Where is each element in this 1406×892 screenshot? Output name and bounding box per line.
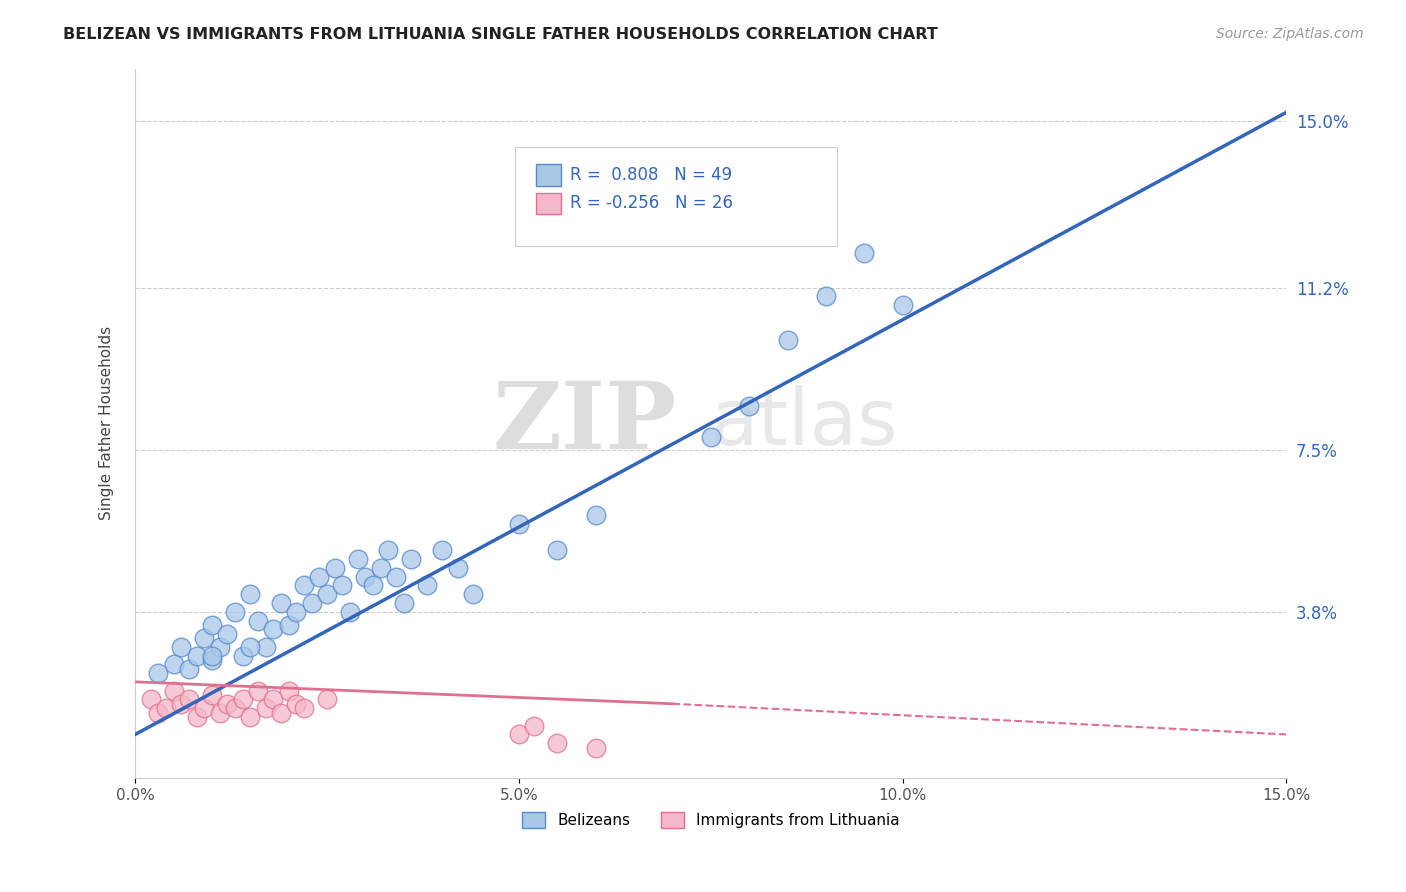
Y-axis label: Single Father Households: Single Father Households — [100, 326, 114, 520]
Point — [254, 701, 277, 715]
Point — [416, 578, 439, 592]
Point — [285, 697, 308, 711]
Point — [224, 605, 246, 619]
Point — [162, 683, 184, 698]
Point — [201, 653, 224, 667]
Point — [193, 631, 215, 645]
Point — [508, 727, 530, 741]
Point — [401, 552, 423, 566]
Point — [224, 701, 246, 715]
Point — [193, 701, 215, 715]
Text: ZIP: ZIP — [492, 378, 676, 468]
Point — [217, 697, 239, 711]
Point — [332, 578, 354, 592]
Point — [361, 578, 384, 592]
Point — [891, 298, 914, 312]
Point — [239, 710, 262, 724]
Point — [323, 561, 346, 575]
Point — [162, 657, 184, 672]
Point — [170, 697, 193, 711]
Text: atlas: atlas — [711, 385, 898, 461]
Point — [508, 517, 530, 532]
Point — [277, 618, 299, 632]
Point — [254, 640, 277, 654]
Point — [186, 648, 208, 663]
Point — [853, 245, 876, 260]
Point — [585, 508, 607, 523]
Point — [239, 587, 262, 601]
Point — [239, 640, 262, 654]
Point — [177, 692, 200, 706]
Point — [776, 333, 799, 347]
Point — [246, 614, 269, 628]
Point — [700, 429, 723, 443]
Point — [148, 706, 170, 720]
Point — [346, 552, 368, 566]
Point — [585, 740, 607, 755]
Point — [201, 648, 224, 663]
Point — [177, 662, 200, 676]
Point — [232, 648, 254, 663]
Point — [546, 543, 568, 558]
Point — [316, 587, 339, 601]
Point — [270, 706, 292, 720]
Point — [814, 289, 837, 303]
Point — [377, 543, 399, 558]
Point — [246, 683, 269, 698]
Text: R = -0.256   N = 26: R = -0.256 N = 26 — [571, 194, 734, 212]
Text: Source: ZipAtlas.com: Source: ZipAtlas.com — [1216, 27, 1364, 41]
Point — [301, 596, 323, 610]
Point — [370, 561, 392, 575]
Text: BELIZEAN VS IMMIGRANTS FROM LITHUANIA SINGLE FATHER HOUSEHOLDS CORRELATION CHART: BELIZEAN VS IMMIGRANTS FROM LITHUANIA SI… — [63, 27, 938, 42]
Point — [339, 605, 361, 619]
Point — [270, 596, 292, 610]
Point — [316, 692, 339, 706]
Point — [186, 710, 208, 724]
Point — [285, 605, 308, 619]
Point — [446, 561, 468, 575]
Point — [308, 570, 330, 584]
Point — [208, 640, 231, 654]
Point — [201, 688, 224, 702]
Point — [385, 570, 408, 584]
Point — [292, 701, 315, 715]
Point — [392, 596, 415, 610]
Point — [208, 706, 231, 720]
Point — [430, 543, 453, 558]
Text: R =  0.808   N = 49: R = 0.808 N = 49 — [571, 166, 733, 184]
Point — [546, 736, 568, 750]
Point — [523, 719, 546, 733]
Point — [262, 692, 284, 706]
Point — [461, 587, 484, 601]
FancyBboxPatch shape — [515, 146, 838, 246]
Point — [201, 618, 224, 632]
Point — [232, 692, 254, 706]
Point — [277, 683, 299, 698]
Point — [292, 578, 315, 592]
Legend: Belizeans, Immigrants from Lithuania: Belizeans, Immigrants from Lithuania — [516, 806, 905, 834]
Point — [155, 701, 177, 715]
Point — [738, 399, 761, 413]
Point — [354, 570, 377, 584]
FancyBboxPatch shape — [536, 164, 561, 186]
FancyBboxPatch shape — [536, 193, 561, 214]
Point — [262, 622, 284, 636]
Point — [148, 666, 170, 681]
Point — [170, 640, 193, 654]
Point — [139, 692, 162, 706]
Point — [217, 626, 239, 640]
